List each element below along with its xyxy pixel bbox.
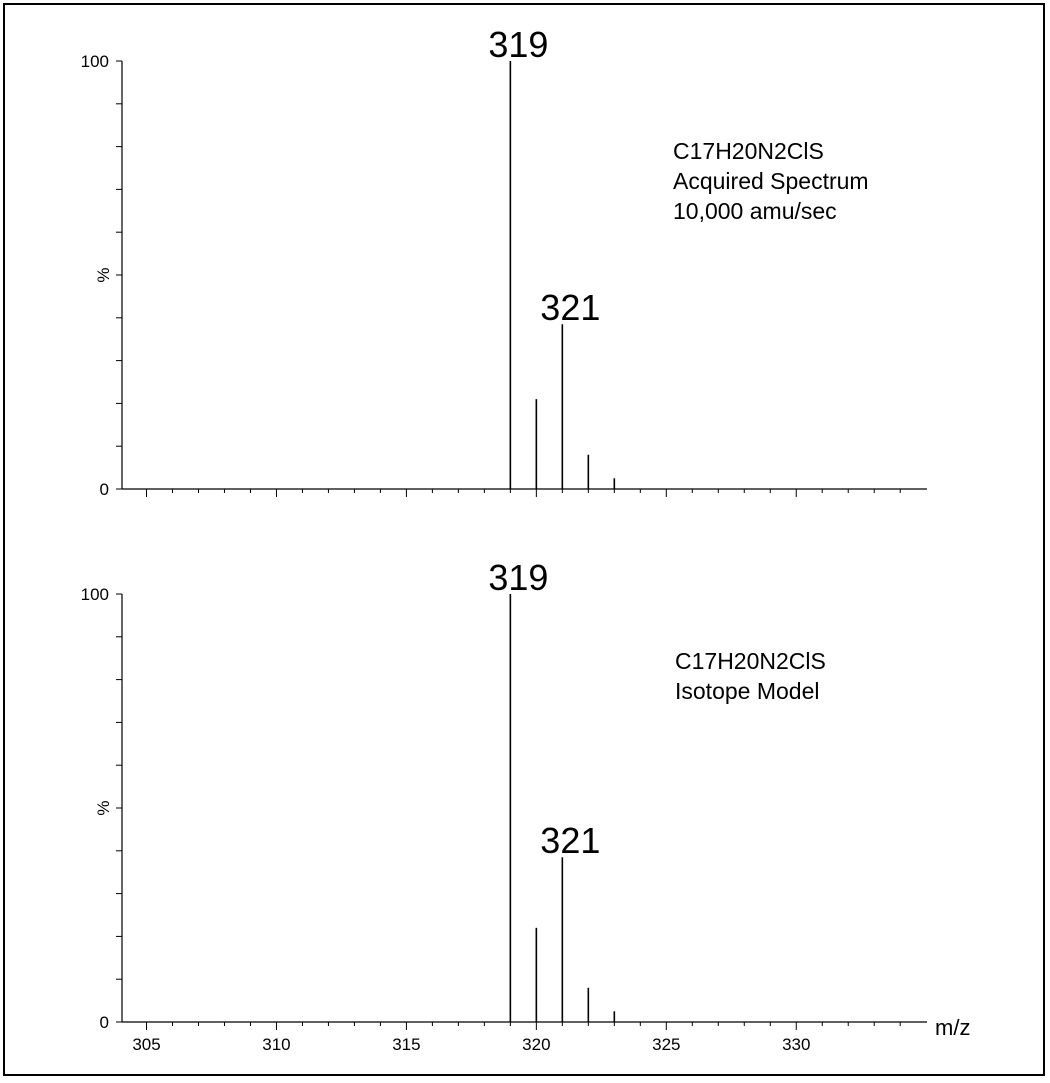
figure-frame: 100 0 % 319 321 C17H20N2ClS Acquired Spec… bbox=[3, 3, 1045, 1076]
annotation-formula: C17H20N2ClS bbox=[673, 138, 824, 164]
x-axis-ticks bbox=[146, 1022, 901, 1030]
x-tick-label-310: 310 bbox=[262, 1035, 290, 1054]
peak-label-321: 321 bbox=[540, 287, 600, 328]
peak-label-321: 321 bbox=[540, 820, 600, 861]
acquired-spectrum-panel: 100 0 % 319 321 C17H20N2ClS Acquired Spec… bbox=[81, 24, 927, 499]
annotation-description: Acquired Spectrum bbox=[673, 168, 869, 194]
peak-labels: 319 321 bbox=[488, 24, 600, 328]
y-tick-label-0: 0 bbox=[100, 480, 109, 499]
y-tick-label-100: 100 bbox=[81, 585, 109, 604]
annotation-scan-rate: 10,000 amu/sec bbox=[673, 198, 837, 224]
x-tick-label-315: 315 bbox=[392, 1035, 420, 1054]
annotation-description: Isotope Model bbox=[675, 678, 819, 704]
y-axis-label: % bbox=[94, 267, 113, 282]
peak-label-319: 319 bbox=[488, 557, 548, 598]
y-tick-label-0: 0 bbox=[100, 1013, 109, 1032]
peaks bbox=[509, 61, 616, 489]
x-tick-label-330: 330 bbox=[782, 1035, 810, 1054]
y-axis-minor-ticks bbox=[116, 60, 122, 490]
y-axis-minor-ticks bbox=[116, 593, 122, 1023]
x-axis-ticks bbox=[146, 489, 901, 497]
x-tick-label-305: 305 bbox=[132, 1035, 160, 1054]
peaks bbox=[509, 594, 616, 1022]
x-tick-label-320: 320 bbox=[522, 1035, 550, 1054]
peak-label-319: 319 bbox=[488, 24, 548, 65]
peak-labels: 319 321 bbox=[488, 557, 600, 861]
x-axis-label: m/z bbox=[935, 1015, 970, 1040]
isotope-model-panel: 305 310 315 320 325 330 100 0 % 319 321 C17H20… bbox=[81, 557, 971, 1054]
annotation-formula: C17H20N2ClS bbox=[675, 648, 826, 674]
x-tick-label-325: 325 bbox=[652, 1035, 680, 1054]
y-tick-label-100: 100 bbox=[81, 52, 109, 71]
y-axis-label: % bbox=[94, 800, 113, 815]
mass-spectra-chart: 100 0 % 319 321 C17H20N2ClS Acquired Spec… bbox=[81, 24, 971, 1054]
x-tick-labels: 305 310 315 320 325 330 bbox=[132, 1035, 810, 1054]
